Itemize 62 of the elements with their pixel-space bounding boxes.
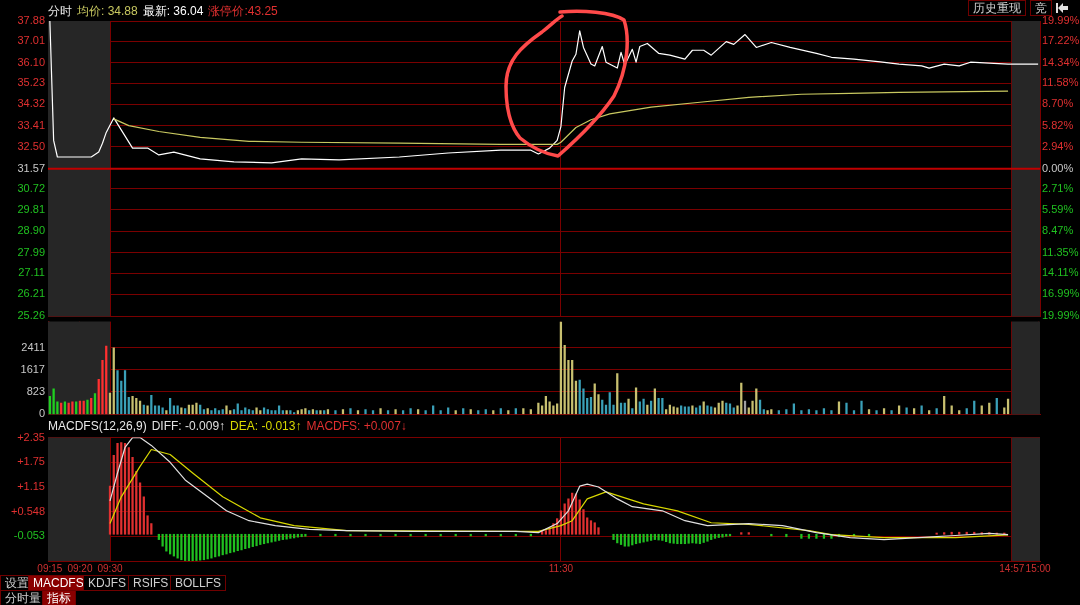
y-tick-label: 33.41: [17, 118, 45, 131]
text: MACDFS: [28, 575, 89, 591]
y-tick-label: 37.01: [17, 34, 45, 47]
x-tick-label: 09:20: [67, 562, 93, 574]
chart-title: 分时: [48, 4, 72, 18]
y-tick-label: +1.75: [17, 455, 45, 468]
chart-title: MACDFS(12,26,9): [48, 419, 147, 433]
y2-tick-label: 2.71%: [1042, 181, 1074, 194]
y-tick-label: 27.99: [17, 245, 45, 258]
y2-tick-label: 14.34%: [1042, 55, 1080, 68]
y-tick-label: 35.23: [17, 76, 45, 89]
series-label: DIFF: -0.009↑: [151, 419, 226, 433]
text: DEA: -0.013↑: [230, 419, 302, 433]
x-tick-label: 15:00: [1025, 562, 1052, 574]
x-tick-label: 09:15: [37, 562, 63, 574]
y-tick-label: 31.57: [17, 161, 45, 174]
y-tick-label: 32.50: [17, 139, 45, 152]
y-tick-label: 37.88: [17, 14, 45, 27]
y-tick-label: 30.72: [17, 181, 45, 194]
y-tick-label: 26.21: [17, 287, 45, 300]
y-tick-label: 25.26: [17, 309, 45, 322]
y-tick-label: 34.32: [17, 97, 45, 110]
text: 历史重现: [968, 0, 1026, 16]
text: 竞: [1030, 0, 1052, 16]
y2-tick-label: 19.99%: [1042, 14, 1080, 27]
y2-tick-label: 0.00%: [1042, 161, 1074, 174]
y2-tick-label: 16.99%: [1042, 287, 1080, 300]
text: 最新: 36.04: [142, 4, 204, 18]
y-tick-label: -0.053: [13, 529, 45, 542]
y2-tick-label: 8.70%: [1042, 97, 1074, 110]
y-tick-label: 2411: [21, 340, 45, 353]
y-tick-label: +0.548: [11, 504, 45, 517]
text: KDJFS: [83, 575, 132, 591]
y-tick-label: 0: [38, 407, 45, 420]
y2-tick-label: 11.58%: [1042, 76, 1079, 89]
text: 分时量: [0, 590, 46, 605]
text: RSIFS: [128, 575, 174, 591]
y2-tick-label: 14.11%: [1042, 265, 1079, 278]
y2-tick-label: 8.47%: [1042, 224, 1074, 237]
y-tick-label: 36.10: [17, 55, 45, 68]
text: 涨停价:43.25: [208, 4, 278, 18]
text: 指标: [42, 590, 76, 605]
text: MACDFS: +0.007↓: [306, 419, 407, 433]
y-tick-label: +2.35: [17, 430, 45, 443]
y-tick-label: 823: [26, 384, 45, 397]
y-tick-label: 27.11: [18, 266, 45, 279]
y-tick-label: 28.90: [17, 224, 45, 237]
text: BOLLFS: [170, 575, 227, 591]
text: 设置: [0, 575, 34, 591]
y2-tick-label: 17.22%: [1042, 34, 1080, 47]
y2-tick-label: 11.35%: [1042, 245, 1079, 258]
y2-tick-label: 5.82%: [1042, 118, 1074, 131]
y-tick-label: 29.81: [17, 202, 45, 215]
x-tick-label: 14:57: [999, 562, 1025, 574]
y2-tick-label: 2.94%: [1042, 140, 1074, 153]
x-tick-label: 09:30: [97, 562, 123, 574]
y-tick-label: 1617: [20, 362, 45, 375]
text: 均价: 34.88: [77, 4, 138, 18]
y2-tick-label: 19.99%: [1042, 309, 1080, 322]
y2-tick-label: 5.59%: [1042, 203, 1074, 216]
x-tick-label: 11:30: [548, 562, 574, 574]
y-tick-label: +1.15: [17, 479, 45, 492]
